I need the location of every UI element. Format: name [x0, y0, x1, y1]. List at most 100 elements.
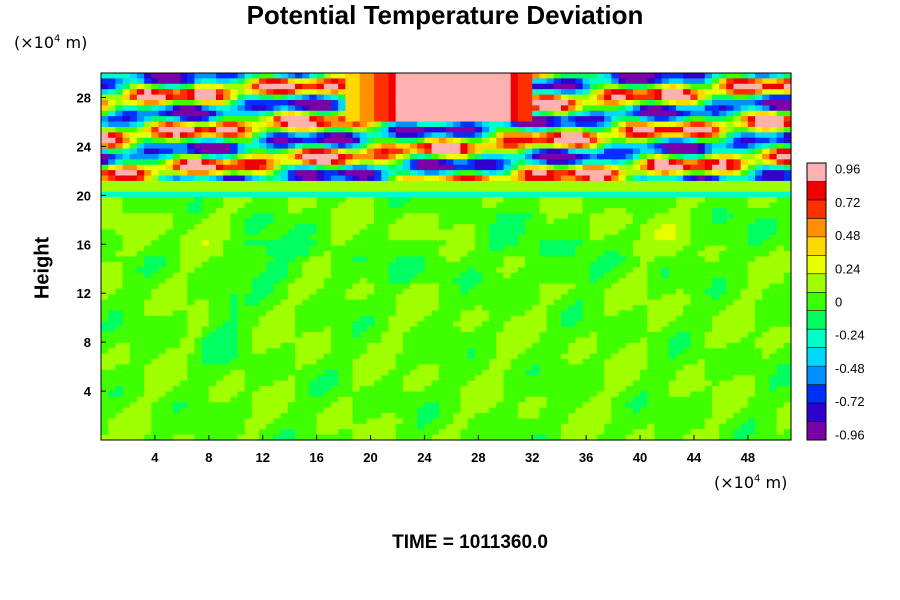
heatmap-cell [711, 337, 720, 344]
heatmap-cell [783, 207, 792, 214]
heatmap-cell [733, 170, 742, 177]
heatmap-cell [244, 256, 253, 263]
heatmap-cell [345, 202, 354, 209]
heatmap-cell [640, 272, 648, 279]
heatmap-cell [568, 234, 576, 241]
heatmap-cell [237, 234, 246, 241]
heatmap-cell [230, 310, 239, 317]
heatmap-cell [668, 132, 677, 139]
heatmap-cell [596, 99, 605, 106]
heatmap-cell [517, 132, 526, 139]
heatmap-cell [295, 170, 303, 177]
heatmap-cell [230, 116, 239, 123]
heatmap-cell [661, 256, 670, 263]
heatmap-cell [388, 99, 397, 106]
heatmap-cell [338, 272, 346, 279]
heatmap-cell [496, 159, 505, 166]
heatmap-cell [467, 245, 476, 252]
heatmap-cell [704, 348, 713, 355]
heatmap-cell [402, 132, 411, 139]
heatmap-cell [546, 251, 555, 258]
heatmap-cell [165, 256, 174, 263]
heatmap-cell [201, 116, 210, 123]
heatmap-cell [136, 213, 145, 220]
heatmap-cell [151, 94, 160, 101]
heatmap-cell [654, 148, 663, 155]
heatmap-cell [496, 272, 505, 279]
heatmap-cell [755, 110, 763, 117]
heatmap-cell [280, 202, 289, 209]
heatmap-cell [568, 245, 576, 252]
heatmap-cell [374, 78, 382, 85]
heatmap-cell [596, 78, 605, 85]
heatmap-cell [115, 207, 124, 214]
heatmap-cell [496, 110, 505, 117]
heatmap-cell [726, 224, 735, 231]
heatmap-cell [331, 105, 339, 112]
heatmap-cell [596, 315, 605, 322]
heatmap-cell [316, 213, 325, 220]
heatmap-cell [525, 240, 533, 247]
heatmap-cell [704, 342, 713, 349]
heatmap-cell [690, 202, 699, 209]
heatmap-cell [755, 283, 763, 290]
heatmap-cell [496, 283, 505, 290]
heatmap-cell [331, 294, 339, 301]
heatmap-cell [352, 288, 361, 295]
heatmap-cell [345, 267, 354, 274]
heatmap-cell [129, 143, 138, 150]
heatmap-cell [122, 110, 131, 117]
heatmap-cell [309, 283, 318, 290]
heatmap-cell [108, 224, 116, 231]
heatmap-cell [208, 234, 217, 241]
heatmap-cell [481, 99, 490, 106]
heatmap-cell [287, 132, 296, 139]
heatmap-cell [122, 180, 131, 187]
heatmap-cell [726, 229, 735, 236]
heatmap-cell [683, 159, 691, 166]
heatmap-cell [115, 202, 124, 209]
heatmap-cell [697, 348, 706, 355]
heatmap-cell [747, 326, 756, 333]
heatmap-cell [532, 288, 541, 295]
heatmap-cell [165, 234, 174, 241]
heatmap-cell [596, 224, 605, 231]
heatmap-cell [783, 105, 792, 112]
heatmap-cell [151, 267, 160, 274]
heatmap-cell [596, 267, 605, 274]
heatmap-cell [510, 251, 519, 258]
heatmap-cell [230, 83, 239, 90]
heatmap-cell [640, 180, 648, 187]
heatmap-cell [453, 164, 461, 171]
heatmap-cell [115, 278, 124, 285]
heatmap-cell [697, 213, 706, 220]
heatmap-cell [309, 267, 318, 274]
heatmap-cell [446, 78, 454, 85]
heatmap-cell [762, 89, 771, 96]
heatmap-cell [251, 245, 260, 252]
heatmap-cell [553, 261, 562, 268]
heatmap-cell [302, 110, 311, 117]
heatmap-cell [525, 234, 533, 241]
heatmap-cell [697, 267, 706, 274]
heatmap-cell [762, 159, 771, 166]
heatmap-cell [596, 170, 605, 177]
heatmap-cell [287, 283, 296, 290]
heatmap-cell [302, 240, 311, 247]
heatmap-cell [417, 83, 426, 90]
heatmap-cell [251, 326, 260, 333]
heatmap-cell [108, 191, 116, 198]
heatmap-cell [647, 148, 656, 155]
heatmap-cell [510, 267, 519, 274]
heatmap-cell [216, 348, 224, 355]
heatmap-cell [352, 180, 361, 187]
heatmap-cell [539, 224, 548, 231]
heatmap-cell [755, 170, 763, 177]
heatmap-cell [783, 126, 792, 133]
heatmap-cell [762, 332, 771, 339]
heatmap-cell [165, 294, 174, 301]
heatmap-cell [388, 153, 397, 160]
heatmap-cell [345, 94, 354, 101]
heatmap-cell [446, 267, 454, 274]
heatmap-cell [611, 202, 620, 209]
